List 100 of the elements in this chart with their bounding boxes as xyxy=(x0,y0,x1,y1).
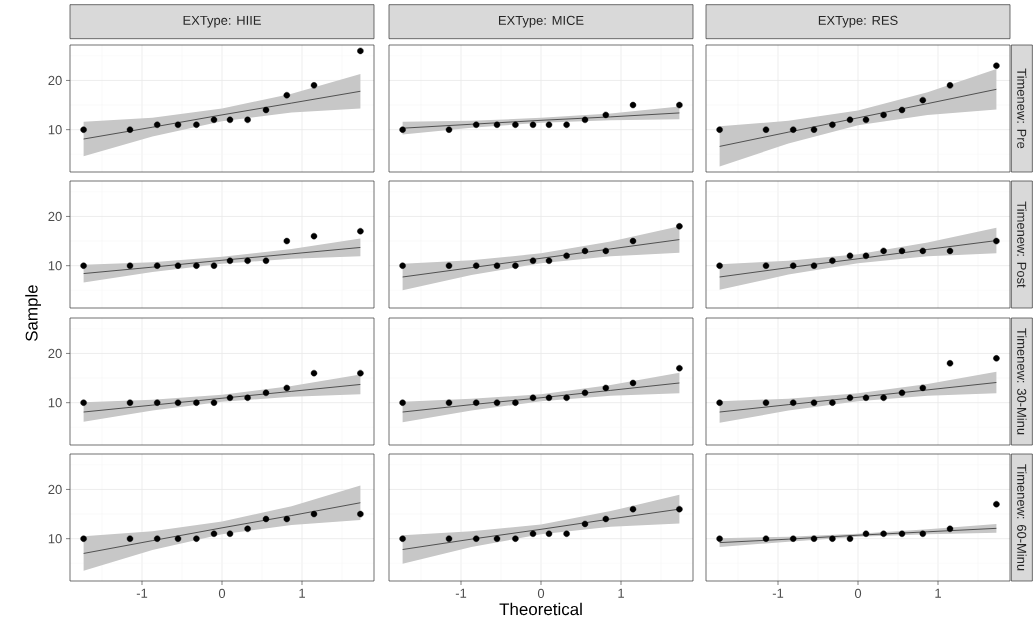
point xyxy=(919,247,927,255)
x-tick-label: 0 xyxy=(218,588,226,598)
point xyxy=(512,262,519,269)
line-series xyxy=(83,502,361,554)
point xyxy=(790,262,797,269)
point xyxy=(357,510,364,518)
point xyxy=(545,394,553,401)
point xyxy=(473,399,480,406)
point xyxy=(810,399,818,406)
point xyxy=(846,535,854,542)
point xyxy=(310,82,318,89)
point xyxy=(919,530,927,537)
point xyxy=(581,116,589,124)
point xyxy=(946,360,954,367)
point xyxy=(310,510,318,518)
point xyxy=(80,535,87,542)
point xyxy=(919,96,927,104)
point xyxy=(810,126,818,133)
point xyxy=(512,121,519,128)
point xyxy=(846,252,854,260)
point xyxy=(545,530,553,537)
point xyxy=(126,399,134,406)
point xyxy=(310,232,318,240)
point xyxy=(80,399,87,406)
point xyxy=(862,252,870,260)
point xyxy=(193,262,200,269)
point xyxy=(563,252,570,260)
point xyxy=(262,515,270,523)
point xyxy=(829,535,836,542)
point xyxy=(545,121,553,128)
point xyxy=(762,126,770,133)
point xyxy=(473,535,480,542)
point xyxy=(529,257,537,264)
point xyxy=(563,121,570,128)
point xyxy=(126,126,134,133)
point xyxy=(629,237,637,245)
point xyxy=(545,257,553,264)
x-tick-label: 0 xyxy=(854,588,862,598)
x-axis-title: Theoretical xyxy=(499,602,582,616)
point xyxy=(898,247,906,255)
x-tick-label: -1 xyxy=(136,588,148,598)
point xyxy=(473,121,480,128)
point xyxy=(629,101,637,109)
point xyxy=(226,530,234,537)
point xyxy=(581,247,589,255)
point xyxy=(445,126,453,133)
point xyxy=(244,394,251,401)
point xyxy=(210,262,218,269)
y-tick-label: 20 xyxy=(48,211,62,222)
point xyxy=(946,525,954,533)
text: Timenew: 30-Minu xyxy=(1017,328,1027,435)
point xyxy=(283,92,290,99)
point xyxy=(493,262,501,269)
point xyxy=(399,126,406,133)
y-tick-label: 10 xyxy=(48,534,62,544)
point xyxy=(210,399,218,406)
y-tick-label: 20 xyxy=(48,348,62,359)
point xyxy=(357,369,364,377)
y-axis-title: Sample xyxy=(25,285,41,342)
point xyxy=(862,530,870,537)
y-tick-label: 20 xyxy=(48,75,62,86)
text: Timenew: Post xyxy=(1017,201,1027,288)
chart-title: EXType: HIIE xyxy=(183,15,261,28)
point xyxy=(473,262,480,269)
point xyxy=(790,126,797,133)
point xyxy=(283,237,290,245)
point xyxy=(310,369,318,377)
point xyxy=(210,530,218,537)
point xyxy=(357,228,364,235)
point xyxy=(880,530,887,537)
point xyxy=(898,530,906,537)
y-tick-label: 10 xyxy=(48,398,62,408)
point xyxy=(174,399,182,406)
point xyxy=(946,82,954,89)
point xyxy=(898,389,906,397)
point xyxy=(174,121,182,128)
point xyxy=(244,257,251,264)
y-tick-label: 10 xyxy=(48,125,62,135)
point xyxy=(226,394,234,401)
point xyxy=(829,257,836,264)
x-tick-label: 0 xyxy=(537,588,545,598)
point xyxy=(154,535,161,542)
point xyxy=(762,262,770,269)
point xyxy=(993,355,1000,362)
point xyxy=(676,505,683,513)
point xyxy=(154,121,161,128)
point xyxy=(283,384,290,392)
point xyxy=(529,121,537,128)
text: Timenew: 60-Minu xyxy=(1017,464,1027,571)
point xyxy=(810,262,818,269)
x-tick-label: 1 xyxy=(618,588,624,598)
point xyxy=(244,116,251,124)
point xyxy=(512,399,519,406)
point xyxy=(529,530,537,537)
point xyxy=(174,535,182,542)
point xyxy=(529,394,537,401)
point xyxy=(810,535,818,542)
point xyxy=(80,262,87,269)
point xyxy=(676,101,683,109)
point xyxy=(126,535,134,542)
